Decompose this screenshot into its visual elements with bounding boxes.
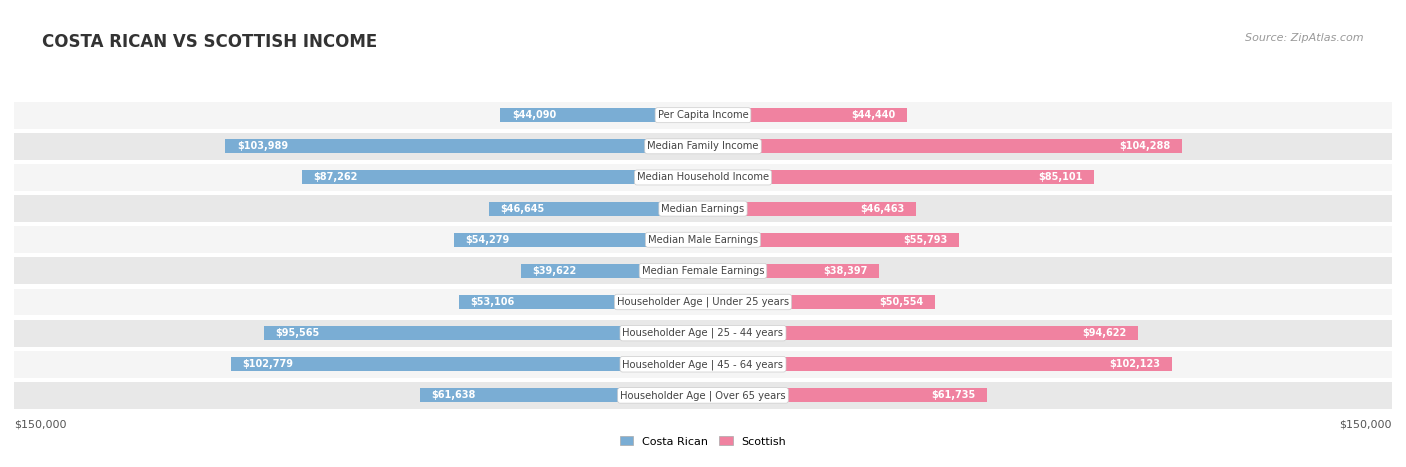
Text: Median Female Earnings: Median Female Earnings <box>641 266 765 276</box>
Bar <box>454 233 703 247</box>
Text: Householder Age | Over 65 years: Householder Age | Over 65 years <box>620 390 786 401</box>
Bar <box>703 264 879 278</box>
Text: $94,622: $94,622 <box>1081 328 1126 338</box>
Text: $61,638: $61,638 <box>432 390 475 400</box>
Bar <box>14 226 1392 253</box>
Text: $50,554: $50,554 <box>880 297 924 307</box>
Text: $54,279: $54,279 <box>465 235 509 245</box>
Bar <box>14 289 1392 316</box>
Bar <box>14 164 1392 191</box>
Bar <box>460 295 703 309</box>
Bar <box>703 357 1173 371</box>
Bar <box>14 133 1392 160</box>
Text: COSTA RICAN VS SCOTTISH INCOME: COSTA RICAN VS SCOTTISH INCOME <box>42 33 377 51</box>
Text: Median Male Earnings: Median Male Earnings <box>648 235 758 245</box>
Text: $95,565: $95,565 <box>276 328 319 338</box>
Text: $102,123: $102,123 <box>1109 359 1160 369</box>
Bar <box>522 264 703 278</box>
Bar <box>703 326 1137 340</box>
Bar <box>703 233 959 247</box>
Bar <box>14 195 1392 222</box>
Text: $150,000: $150,000 <box>14 419 66 430</box>
Bar <box>14 319 1392 347</box>
Text: $55,793: $55,793 <box>904 235 948 245</box>
Bar <box>703 108 907 122</box>
Bar <box>14 257 1392 284</box>
Text: $38,397: $38,397 <box>824 266 868 276</box>
Bar <box>231 357 703 371</box>
Text: Median Household Income: Median Household Income <box>637 172 769 183</box>
Bar <box>489 202 703 216</box>
Bar <box>14 382 1392 409</box>
Bar <box>703 170 1094 184</box>
Bar <box>14 351 1392 378</box>
Text: Householder Age | 25 - 44 years: Householder Age | 25 - 44 years <box>623 328 783 339</box>
Text: Median Earnings: Median Earnings <box>661 204 745 213</box>
Bar <box>264 326 703 340</box>
Text: $39,622: $39,622 <box>533 266 576 276</box>
Bar <box>703 202 917 216</box>
Bar <box>703 295 935 309</box>
Text: Per Capita Income: Per Capita Income <box>658 110 748 120</box>
Text: $150,000: $150,000 <box>1340 419 1392 430</box>
Text: $44,090: $44,090 <box>512 110 557 120</box>
Bar <box>703 139 1182 153</box>
Text: $103,989: $103,989 <box>236 142 288 151</box>
Bar <box>225 139 703 153</box>
Text: $53,106: $53,106 <box>471 297 515 307</box>
Text: $61,735: $61,735 <box>931 390 976 400</box>
Text: Householder Age | 45 - 64 years: Householder Age | 45 - 64 years <box>623 359 783 369</box>
Text: $46,645: $46,645 <box>501 204 544 213</box>
Text: Householder Age | Under 25 years: Householder Age | Under 25 years <box>617 297 789 307</box>
Text: Source: ZipAtlas.com: Source: ZipAtlas.com <box>1246 33 1364 42</box>
Bar <box>703 389 987 403</box>
Text: $104,288: $104,288 <box>1119 142 1171 151</box>
Bar <box>14 102 1392 129</box>
Text: $87,262: $87,262 <box>314 172 359 183</box>
Bar <box>420 389 703 403</box>
Text: Median Family Income: Median Family Income <box>647 142 759 151</box>
Text: $102,779: $102,779 <box>242 359 294 369</box>
Legend: Costa Rican, Scottish: Costa Rican, Scottish <box>614 431 792 452</box>
Bar <box>501 108 703 122</box>
Text: $44,440: $44,440 <box>852 110 896 120</box>
Text: $46,463: $46,463 <box>860 204 905 213</box>
Text: $85,101: $85,101 <box>1038 172 1083 183</box>
Bar <box>302 170 703 184</box>
